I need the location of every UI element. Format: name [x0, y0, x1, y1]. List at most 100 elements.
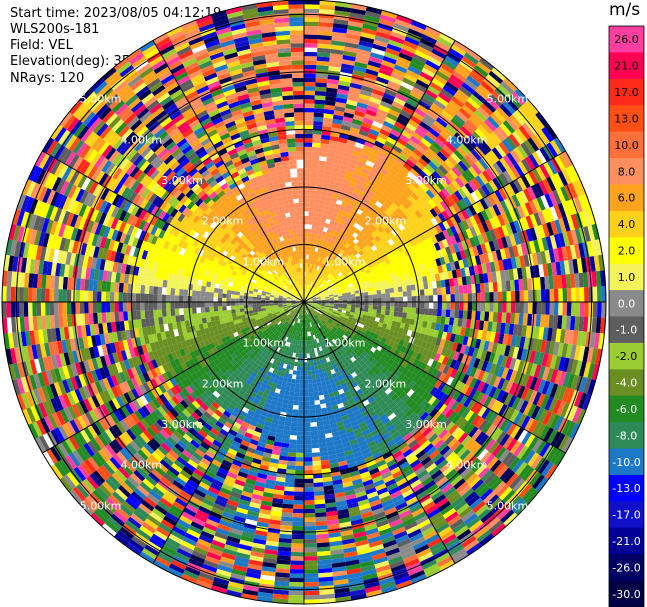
- velocity-gate: [312, 220, 317, 226]
- velocity-gate: [299, 383, 304, 389]
- velocity-gate: [404, 217, 413, 226]
- velocity-gate: [304, 163, 312, 169]
- velocity-gate: [441, 287, 447, 295]
- velocity-gate: [300, 362, 304, 367]
- velocity-gate: [314, 499, 326, 505]
- velocity-gate: [315, 225, 321, 231]
- velocity-gate: [313, 278, 317, 284]
- velocity-gate: [402, 291, 408, 297]
- velocity-gate: [436, 151, 448, 162]
- velocity-gate: [295, 374, 301, 380]
- velocity-gate: [384, 226, 392, 235]
- velocity-gate: [558, 302, 563, 316]
- velocity-gate: [462, 140, 474, 152]
- velocity-gate: [304, 293, 306, 298]
- velocity-gate: [336, 213, 343, 220]
- velocity-gate: [345, 189, 354, 196]
- velocity-gate: [562, 288, 568, 302]
- velocity-gate: [304, 280, 307, 285]
- velocity-gate: [338, 274, 344, 279]
- velocity-gate: [304, 99, 315, 104]
- velocity-gate: [499, 157, 511, 171]
- velocity-gate: [464, 154, 475, 167]
- velocity-gate: [492, 281, 498, 293]
- velocity-gate: [334, 246, 340, 252]
- velocity-gate: [407, 296, 412, 302]
- velocity-gate: [348, 162, 357, 170]
- velocity-gate: [306, 340, 309, 346]
- velocity-gate: [319, 272, 323, 277]
- velocity-gate: [321, 134, 331, 141]
- velocity-gate: [322, 269, 327, 275]
- velocity-gate: [392, 176, 402, 185]
- velocity-gate: [308, 220, 313, 225]
- velocity-gate: [429, 173, 439, 184]
- velocity-gate: [493, 109, 506, 123]
- velocity-gate: [359, 36, 375, 44]
- velocity-gate: [407, 65, 422, 76]
- velocity-gate: [438, 177, 449, 188]
- velocity-gate: [295, 461, 304, 466]
- velocity-gate: [391, 236, 399, 244]
- velocity-gate: [315, 275, 320, 280]
- velocity-gate: [342, 178, 351, 186]
- velocity-gate: [405, 122, 417, 132]
- velocity-gate: [347, 20, 364, 28]
- velocity-gate: [304, 431, 311, 436]
- velocity-gate: [463, 78, 478, 91]
- velocity-gate: [410, 192, 420, 201]
- velocity-gate: [316, 275, 321, 281]
- velocity-gate: [375, 175, 384, 183]
- velocity-gate: [291, 530, 304, 535]
- velocity-gate: [384, 140, 395, 149]
- velocity-gate: [368, 294, 373, 299]
- velocity-gate: [399, 193, 408, 202]
- velocity-gate: [356, 194, 365, 202]
- velocity-gate: [321, 213, 328, 219]
- velocity-gate: [362, 241, 369, 248]
- velocity-gate: [407, 195, 417, 204]
- velocity-gate: [490, 112, 503, 126]
- velocity-gate: [346, 256, 353, 262]
- velocity-gate: [467, 151, 479, 164]
- velocity-gate: [328, 206, 335, 212]
- velocity-gate: [419, 308, 425, 315]
- velocity-gate: [309, 286, 312, 291]
- velocity-gate: [310, 417, 317, 423]
- velocity-gate: [292, 370, 297, 375]
- velocity-gate: [312, 134, 322, 139]
- velocity-gate: [496, 160, 507, 173]
- velocity-gate: [390, 164, 401, 173]
- velocity-gate: [350, 177, 359, 184]
- velocity-gate: [304, 526, 316, 531]
- velocity-gate: [536, 289, 542, 302]
- velocity-gate: [345, 103, 357, 111]
- velocity-gate: [318, 276, 322, 282]
- velocity-gate: [368, 241, 375, 248]
- velocity-gate: [312, 264, 316, 270]
- velocity-gate: [308, 285, 311, 290]
- velocity-gate: [379, 167, 389, 176]
- velocity-gate: [342, 156, 351, 163]
- velocity-gate: [375, 112, 387, 121]
- velocity-gate: [416, 173, 426, 183]
- velocity-gate: [304, 405, 310, 410]
- velocity-gate: [309, 291, 313, 296]
- velocity-gate: [446, 302, 451, 310]
- velocity-gate: [405, 69, 420, 79]
- velocity-gate: [309, 292, 314, 296]
- velocity-gate: [518, 125, 531, 140]
- velocity-gate: [304, 396, 310, 402]
- velocity-gate: [350, 247, 356, 254]
- velocity-gate: [337, 172, 346, 179]
- velocity-gate: [304, 293, 307, 298]
- velocity-gate: [296, 439, 304, 445]
- velocity-gate: [310, 172, 318, 178]
- velocity-gate: [322, 240, 328, 246]
- velocity-gate: [318, 160, 327, 166]
- velocity-gate: [336, 247, 342, 254]
- velocity-gate: [501, 139, 514, 153]
- velocity-gate: [297, 426, 304, 432]
- velocity-gate: [493, 302, 499, 313]
- velocity-gate: [355, 234, 362, 242]
